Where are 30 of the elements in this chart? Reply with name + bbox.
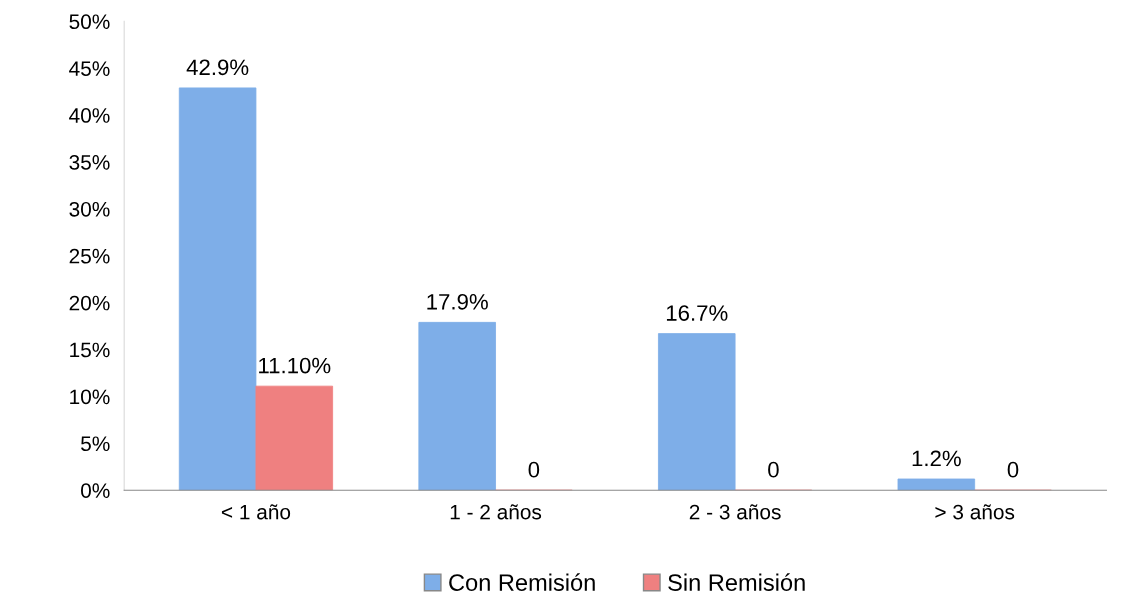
data-label: 42.9%	[186, 59, 249, 76]
y-tick-label: 0%	[81, 483, 110, 498]
data-label: 0	[768, 461, 779, 478]
data-label: 0	[1007, 461, 1019, 478]
y-tick-label: 15%	[70, 342, 110, 358]
y-tick-label: 35%	[69, 155, 110, 170]
bar	[178, 87, 257, 491]
bar	[658, 333, 736, 491]
data-label: 16.7%	[666, 305, 728, 321]
y-tick-label: 5%	[81, 436, 110, 452]
legend-label: Con Remisión	[449, 573, 595, 591]
y-tick-label: 50%	[69, 14, 110, 30]
data-label: 0	[528, 461, 540, 478]
data-label: 11.10%	[259, 357, 331, 374]
y-tick-label: 10%	[70, 389, 110, 405]
x-tick-label: < 1 año	[221, 504, 291, 520]
y-tick-label: 40%	[69, 108, 110, 123]
x-tick-label: 2 - 3 años	[689, 504, 781, 520]
y-tick-label: 20%	[69, 295, 110, 311]
bar	[255, 385, 334, 491]
y-tick-label: 25%	[69, 248, 110, 264]
legend-label: Sin Remisión	[668, 573, 805, 591]
data-label: 17.9%	[427, 293, 488, 310]
y-tick-label: 30%	[69, 201, 110, 217]
bar	[897, 478, 976, 491]
data-label: 1.2%	[912, 450, 961, 467]
bar	[418, 321, 496, 491]
x-tick-label: > 3 años	[935, 504, 1015, 520]
y-tick-label: 45%	[69, 61, 110, 76]
x-tick-label: 1 - 2 años	[450, 504, 542, 520]
